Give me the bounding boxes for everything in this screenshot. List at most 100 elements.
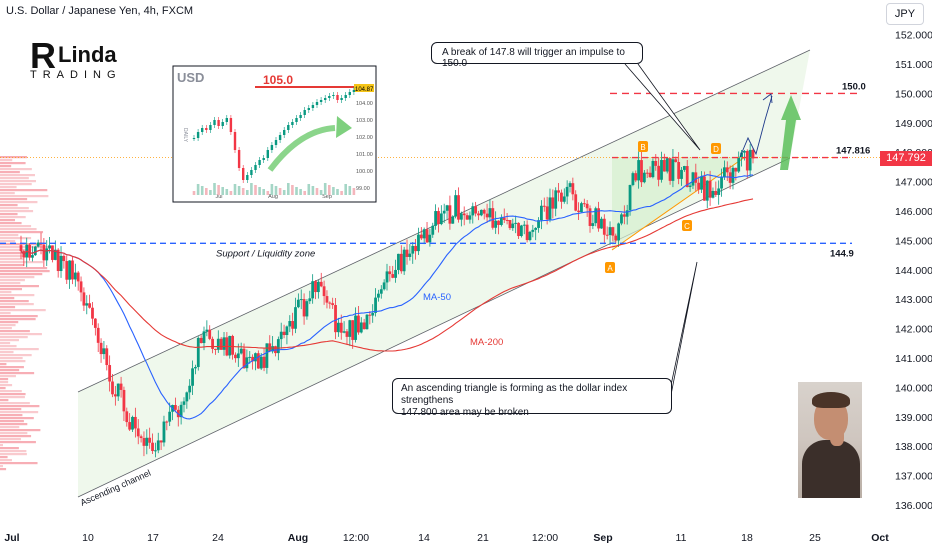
inset-candle-body [205, 128, 208, 130]
candle-body [428, 234, 432, 243]
volume-profile-bar [0, 360, 26, 363]
marker-b [638, 141, 648, 152]
volume-profile-bar [0, 264, 24, 267]
inset-volume-bar [299, 189, 302, 195]
candle-body [236, 353, 240, 359]
volume-profile-bar [0, 285, 39, 288]
candle-body [554, 190, 558, 209]
candle-body [517, 222, 520, 237]
volume-profile-bar [0, 276, 35, 279]
volume-profile-bar [0, 192, 15, 195]
inset-candle-body [291, 122, 294, 125]
x-tick-label-7: 21 [477, 532, 489, 544]
x-tick-label-2: 17 [147, 532, 159, 544]
volume-profile-bar [0, 261, 43, 264]
volume-profile-bar [0, 225, 32, 228]
inset-volume-bar [336, 189, 339, 195]
candle-body [562, 196, 566, 202]
inset-candle-body [201, 128, 204, 132]
candle-body [294, 307, 297, 329]
candle-body [365, 314, 369, 330]
candle-body [48, 245, 51, 249]
currency-button[interactable]: JPY [886, 3, 924, 25]
candle-body [479, 209, 483, 216]
candle-body [145, 437, 149, 446]
candle-body [720, 176, 723, 189]
volume-profile-bar [0, 228, 37, 231]
inset-volume-bar [225, 189, 229, 195]
inset-candle-body [246, 175, 249, 180]
candle-body [311, 281, 315, 299]
volume-profile-bar [0, 438, 21, 441]
candle-body [708, 180, 712, 198]
candle-body [56, 249, 60, 272]
candle-body [242, 348, 246, 369]
candle-body [465, 215, 469, 220]
inset-candle-body [324, 98, 327, 100]
candle-body [600, 218, 603, 229]
candle-body [51, 245, 54, 260]
y-tick-label-3: 139.000 [895, 412, 932, 424]
inset-candle-body [348, 92, 351, 95]
trader-photo [798, 382, 862, 498]
volume-profile-bar [0, 414, 23, 417]
volume-profile-bar [0, 324, 16, 327]
candle-body [388, 271, 392, 275]
inset-volume-bar [241, 188, 245, 195]
candle-body [477, 213, 480, 216]
candle-body [434, 211, 438, 226]
volume-profile-bar [0, 441, 36, 444]
candle-body [468, 215, 472, 220]
volume-profile-bar [0, 234, 19, 237]
inset-candle-body [340, 98, 343, 100]
volume-profile-bar [0, 411, 39, 414]
volume-profile-bar [0, 327, 12, 330]
candle-body [462, 213, 466, 216]
symbol-title[interactable]: U.S. Dollar / Japanese Yen, 4h, FXCM [6, 5, 194, 17]
inset-volume-bar [332, 187, 335, 195]
volume-profile-bar [0, 258, 25, 261]
candle-body [371, 312, 375, 316]
candle-body [474, 206, 478, 214]
candle-body [697, 182, 701, 190]
volume-profile-bar [0, 336, 28, 339]
candle-body [394, 269, 397, 278]
volume-profile-bar [0, 396, 25, 399]
candle-body [59, 255, 63, 272]
volume-profile-bar [0, 183, 32, 186]
candle-body [194, 367, 197, 369]
y-tick-label-2: 138.000 [895, 441, 932, 453]
candle-body [196, 337, 200, 368]
candle-body [491, 208, 495, 228]
volume-profile-bar [0, 219, 16, 222]
candle-body [459, 213, 463, 220]
candle-body [537, 220, 540, 228]
candle-body [65, 261, 69, 280]
candle-body [268, 343, 272, 352]
volume-profile-bar [0, 189, 48, 192]
candle-body [408, 253, 412, 257]
candle-body [148, 437, 152, 443]
volume-profile-bar [0, 453, 27, 456]
volume-profile-bar [0, 216, 26, 219]
marker-label-d: D [713, 145, 719, 154]
candle-body [374, 297, 377, 313]
candle-body [99, 342, 103, 355]
candle-body [620, 214, 623, 224]
inset-volume-bar [319, 190, 323, 195]
volume-profile-bar [0, 165, 12, 168]
volume-profile-bar [0, 195, 49, 198]
ma-200-label: MA-200 [470, 337, 503, 348]
candle-body [405, 249, 409, 257]
inset-volume-bar [348, 186, 352, 195]
volume-profile-bar [0, 255, 32, 258]
candle-body [414, 245, 417, 252]
candle-body [508, 220, 512, 229]
candle-body [285, 326, 289, 336]
candle-body [580, 203, 583, 213]
inset-volume-bar [246, 190, 249, 195]
candle-body [454, 195, 458, 217]
callout-bottom-pointer [669, 261, 698, 401]
